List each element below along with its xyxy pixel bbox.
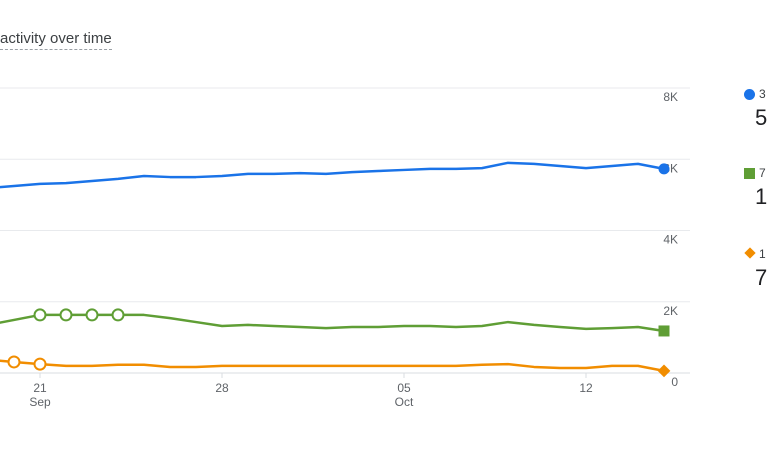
legend-label: 7 — [759, 166, 766, 180]
x-tick-sublabel: Sep — [29, 395, 51, 409]
legend-label: 3 — [759, 87, 766, 101]
end-point-diamond — [657, 364, 671, 378]
series-line — [0, 359, 665, 373]
x-tick-label: 12 — [579, 381, 593, 395]
legend-label: 1 — [759, 247, 766, 261]
end-point-circle — [658, 163, 670, 175]
y-tick-label: 8K — [663, 90, 678, 104]
series-line — [0, 313, 665, 333]
anomaly-point — [111, 308, 125, 322]
legend-value: 1. — [755, 184, 768, 209]
y-tick-label: 4K — [663, 233, 678, 247]
x-tick-label: 05 — [397, 381, 411, 395]
chart-title[interactable]: activity over time — [0, 30, 112, 50]
legend-square-icon — [744, 168, 755, 179]
anomaly-point — [59, 308, 73, 322]
series-line — [0, 161, 665, 189]
anomaly-point — [85, 308, 99, 322]
legend-value: 5 — [755, 105, 768, 130]
y-tick-label: 0 — [671, 375, 678, 389]
x-tick-sublabel: Oct — [395, 395, 414, 409]
anomaly-point — [7, 355, 21, 369]
y-tick-label: 2K — [663, 304, 678, 318]
legend-circle-icon — [744, 89, 755, 100]
anomaly-point — [33, 308, 47, 322]
end-point-square — [658, 325, 670, 337]
anomaly-point — [33, 357, 47, 371]
legend-value: 7 — [755, 265, 768, 290]
x-tick-label: 21 — [33, 381, 47, 395]
x-tick-label: 28 — [215, 381, 229, 395]
